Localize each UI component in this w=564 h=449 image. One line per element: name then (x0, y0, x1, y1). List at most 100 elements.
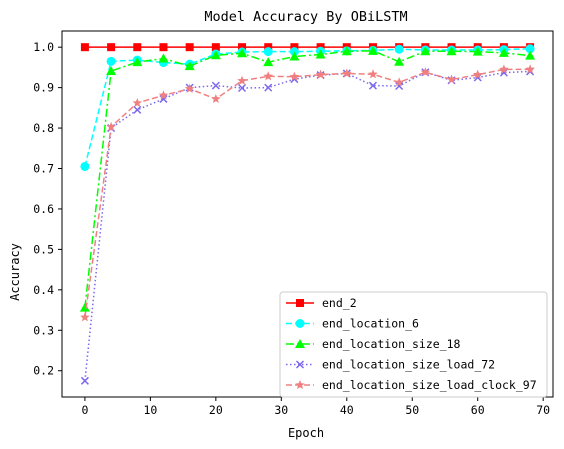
legend: end_2 end_location_6 end_location_size_18e… (279, 291, 548, 398)
data-point (79, 302, 90, 312)
data-point (184, 61, 195, 71)
data-point (498, 47, 509, 57)
data-point (237, 48, 248, 58)
data-point (446, 46, 457, 56)
data-point (106, 66, 117, 76)
legend-label: end_location_size_18 (322, 337, 461, 351)
y-axis: 0.2 0.3 0.4 0.5 0.6 0.7 0.8 0.9 1.0 (33, 40, 62, 378)
data-point (263, 47, 273, 57)
x-tick-label: 30 (274, 403, 288, 417)
legend-marker (296, 299, 304, 307)
legend-label: end_location_size_load_72 (322, 358, 495, 372)
legend-entry: end_2 (286, 296, 357, 310)
series-group (79, 43, 536, 385)
x-tick-label: 0 (81, 403, 88, 417)
data-point (237, 75, 247, 85)
data-point (472, 69, 483, 79)
data-point (238, 83, 247, 93)
legend-label: end_2 (322, 296, 357, 310)
data-point (394, 44, 404, 54)
series-line (84, 50, 531, 308)
legend-marker (295, 319, 305, 328)
data-point (263, 57, 274, 67)
x-tick-label: 70 (536, 403, 550, 417)
data-point (185, 43, 194, 52)
data-point (132, 57, 143, 67)
data-point (289, 71, 300, 81)
y-tick-label: 0.7 (33, 162, 54, 176)
y-tick-label: 0.4 (33, 283, 54, 297)
data-point (289, 51, 300, 61)
data-point (315, 49, 326, 59)
y-tick-label: 0.8 (33, 121, 54, 135)
legend-marker (295, 380, 305, 390)
data-point (133, 105, 142, 114)
data-point (420, 67, 431, 77)
data-point (159, 43, 168, 52)
y-tick-label: 0.5 (33, 242, 54, 256)
x-tick-label: 40 (340, 403, 354, 417)
y-tick-label: 0.6 (33, 202, 54, 216)
y-tick-label: 0.9 (33, 81, 54, 95)
data-point (107, 43, 116, 52)
data-point (158, 90, 169, 100)
data-point (446, 74, 457, 84)
x-tick-label: 10 (143, 403, 157, 417)
data-point (525, 50, 536, 60)
data-point (525, 64, 535, 74)
data-point (211, 93, 221, 103)
series-end-location-size-18 (79, 45, 536, 312)
legend-entry: end_location_size_load_clock_97 (286, 378, 537, 392)
data-point (525, 44, 535, 54)
data-point (211, 43, 220, 52)
data-point (158, 53, 169, 63)
legend-marker (295, 360, 305, 369)
y-tick-label: 1.0 (33, 40, 54, 54)
data-point (499, 64, 509, 74)
data-point (263, 71, 273, 81)
series-line (84, 68, 531, 318)
legend-entry: end_location_size_18 (286, 337, 461, 351)
data-point (368, 81, 377, 90)
data-point (133, 43, 142, 52)
data-point (394, 56, 405, 66)
data-point (395, 81, 404, 91)
data-point (315, 69, 326, 79)
chart-title: Model Accuracy By OBiLSTM (204, 9, 407, 25)
legend-label: end_location_6 (322, 317, 419, 331)
data-point (211, 81, 220, 90)
data-point (368, 69, 378, 79)
data-point (106, 56, 116, 66)
legend-entry: end_location_6 (286, 317, 419, 331)
x-tick-label: 20 (209, 403, 223, 417)
data-point (80, 43, 89, 52)
legend-entry: end_location_size_load_72 (286, 358, 495, 372)
x-axis-label: Epoch (288, 426, 324, 440)
y-axis-label: Accuracy (8, 243, 22, 301)
data-point (106, 121, 116, 131)
data-point (238, 43, 247, 52)
legend-frame (279, 291, 548, 398)
data-point (80, 312, 90, 322)
data-point (184, 83, 195, 93)
data-point (394, 77, 404, 87)
series-end-location-size-load-clock-97 (80, 64, 535, 322)
data-point (420, 46, 431, 56)
y-tick-label: 0.3 (33, 323, 54, 337)
data-point (132, 97, 143, 108)
data-point (342, 68, 352, 78)
x-tick-label: 60 (471, 403, 485, 417)
data-point (264, 83, 273, 92)
data-point (80, 376, 89, 385)
data-point (367, 45, 378, 55)
data-point (472, 46, 483, 56)
x-tick-label: 50 (405, 403, 419, 417)
x-axis: 0 10 20 30 40 50 60 70 (81, 397, 550, 417)
legend-label: end_location_size_load_clock_97 (322, 378, 537, 392)
data-point (210, 50, 221, 60)
y-tick-label: 0.2 (33, 364, 54, 378)
data-point (341, 46, 352, 56)
legend-marker (295, 339, 305, 348)
data-point (80, 161, 90, 171)
